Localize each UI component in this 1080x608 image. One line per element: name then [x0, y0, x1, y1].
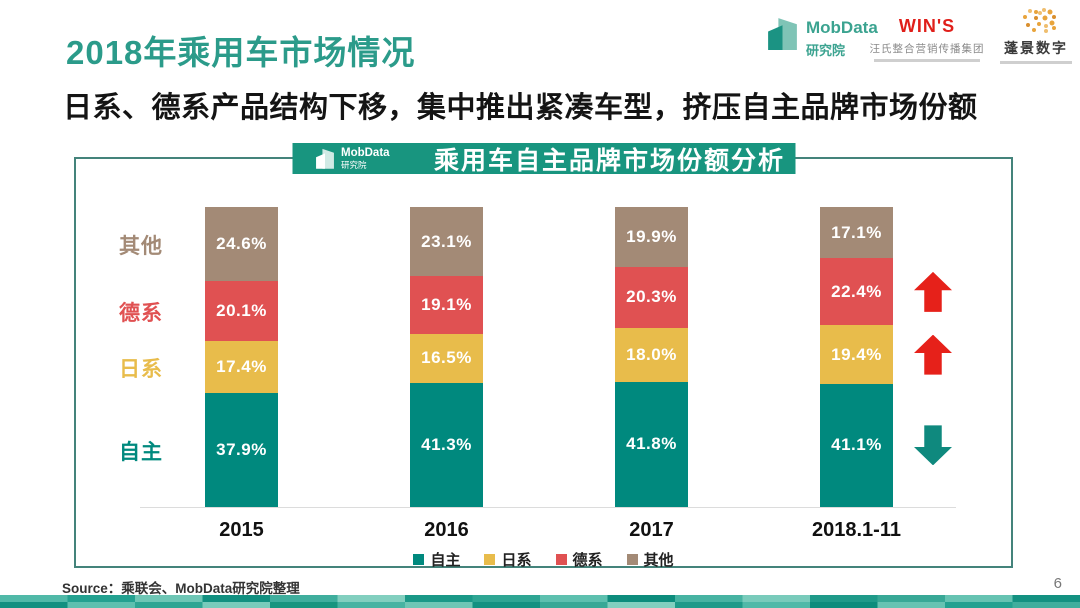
chart-box: MobData 研究院 乘用车自主品牌市场份额分析 24.6% 20.1% 17.4…: [74, 143, 1013, 570]
value-label: 20.3%: [626, 287, 677, 307]
pengjing-tagline-line: [1000, 61, 1072, 64]
value-label: 19.1%: [421, 294, 472, 314]
x-axis-line: [140, 507, 956, 508]
page-subtitle: 日系、德系产品结构下移，集中推出紧凑车型，挤压自主品牌市场份额: [63, 92, 978, 124]
pengjing-logo-name: 蓬景数字: [1004, 40, 1068, 56]
segment-德系-2017: 20.3%: [615, 266, 688, 328]
legend-swatch-自主: [413, 554, 425, 565]
x-axis-label-2017: 2017: [629, 519, 674, 541]
value-label: 41.8%: [626, 434, 677, 454]
segment-日系-2016: 16.5%: [410, 333, 483, 384]
segment-自主-2016: 41.3%: [410, 383, 483, 507]
legend-label-自主: 自主: [430, 552, 461, 569]
segment-其他-2018.1-11: 17.1%: [820, 207, 893, 259]
trend-arrow-up-德系: [914, 271, 952, 312]
value-label: 41.3%: [421, 435, 472, 455]
legend-item-日系: 日系: [484, 549, 532, 570]
value-label: 19.4%: [831, 344, 882, 364]
legend-swatch-德系: [555, 554, 567, 565]
page-title: 2018年乘用车市场情况: [66, 34, 416, 71]
segment-自主-2017: 41.8%: [615, 381, 688, 507]
segment-其他-2015: 24.6%: [205, 207, 278, 281]
legend-label-其他: 其他: [643, 552, 674, 569]
bar-2018.1-11: 17.1% 22.4% 19.4% 41.1%: [820, 207, 893, 507]
mobdata-logo: MobData 研究院: [766, 15, 878, 59]
wins-tagline-line: [874, 59, 980, 62]
banner-logo-text: MobData 研究院: [341, 146, 390, 170]
mobdata-building-icon: [768, 18, 797, 50]
row-label-德系: 德系: [119, 301, 163, 325]
trend-arrow-up-日系: [914, 334, 952, 375]
plot-area: 24.6% 20.1% 17.4% 37.9% 2015 23.1% 19.1% 16.5% 4…: [76, 159, 1011, 566]
segment-其他-2017: 19.9%: [615, 207, 688, 267]
legend: 自主 日系 德系 其他: [76, 549, 1011, 570]
legend-item-德系: 德系: [555, 549, 603, 570]
segment-日系-2017: 18.0%: [615, 327, 688, 382]
bottom-accent-row-1: [0, 595, 1080, 602]
pengjing-logo: 蓬景数字: [997, 8, 1075, 64]
chart-title-banner: MobData 研究院 乘用车自主品牌市场份额分析: [292, 143, 795, 175]
bar-2017: 19.9% 20.3% 18.0% 41.8%: [615, 207, 688, 507]
segment-自主-2015: 37.9%: [205, 393, 278, 507]
x-axis-label-2018.1-11: 2018.1-11: [812, 519, 901, 541]
segment-德系-2018.1-11: 22.4%: [820, 258, 893, 326]
legend-label-日系: 日系: [501, 552, 532, 569]
bar-2015: 24.6% 20.1% 17.4% 37.9%: [205, 207, 278, 507]
segment-德系-2016: 19.1%: [410, 276, 483, 334]
chart-title: 乘用车自主品牌市场份额分析: [433, 146, 786, 175]
legend-item-自主: 自主: [413, 549, 460, 570]
source-note: Source：乘联会、MobData研究院整理: [62, 581, 300, 596]
pengjing-swirl-icon: [1034, 10, 1038, 14]
x-axis-label-2015: 2015: [219, 519, 264, 541]
legend-label-德系: 德系: [572, 552, 603, 569]
mobdata-building-icon-white: [315, 148, 334, 169]
x-axis-label-2016: 2016: [424, 519, 469, 541]
value-label: 22.4%: [831, 281, 882, 301]
wins-logo-name: WIN'S: [898, 16, 956, 36]
value-label: 17.4%: [216, 357, 267, 377]
value-label: 37.9%: [216, 440, 267, 460]
value-label: 24.6%: [216, 233, 267, 253]
legend-swatch-其他: [626, 554, 638, 565]
bottom-accent-bar: [0, 595, 1080, 608]
segment-日系-2015: 17.4%: [205, 341, 278, 394]
trend-arrow-down-自主: [914, 425, 952, 466]
bar-2016: 23.1% 19.1% 16.5% 41.3%: [410, 207, 483, 507]
legend-swatch-日系: [484, 554, 496, 565]
value-label: 41.1%: [831, 435, 882, 455]
value-label: 20.1%: [216, 300, 267, 320]
value-label: 17.1%: [831, 222, 882, 242]
segment-自主-2018.1-11: 41.1%: [820, 383, 893, 507]
value-label: 23.1%: [421, 231, 472, 251]
legend-item-其他: 其他: [626, 549, 674, 570]
value-label: 19.9%: [626, 226, 677, 246]
bottom-accent-row-2: [0, 601, 1080, 608]
row-label-自主: 自主: [119, 441, 163, 465]
segment-其他-2016: 23.1%: [410, 207, 483, 277]
row-label-其他: 其他: [119, 234, 163, 258]
row-label-日系: 日系: [119, 358, 163, 382]
segment-德系-2015: 20.1%: [205, 280, 278, 342]
wins-logo: WIN'S 汪氏整合营销传播集团: [868, 16, 986, 62]
mobdata-logo-name: MobData: [806, 18, 878, 37]
page-number: 6: [1053, 575, 1062, 592]
value-label: 16.5%: [421, 348, 472, 368]
wins-logo-sub: 汪氏整合营销传播集团: [869, 43, 985, 55]
value-label: 18.0%: [626, 344, 677, 364]
mobdata-logo-sub: 研究院: [806, 43, 846, 58]
segment-日系-2018.1-11: 19.4%: [820, 325, 893, 384]
